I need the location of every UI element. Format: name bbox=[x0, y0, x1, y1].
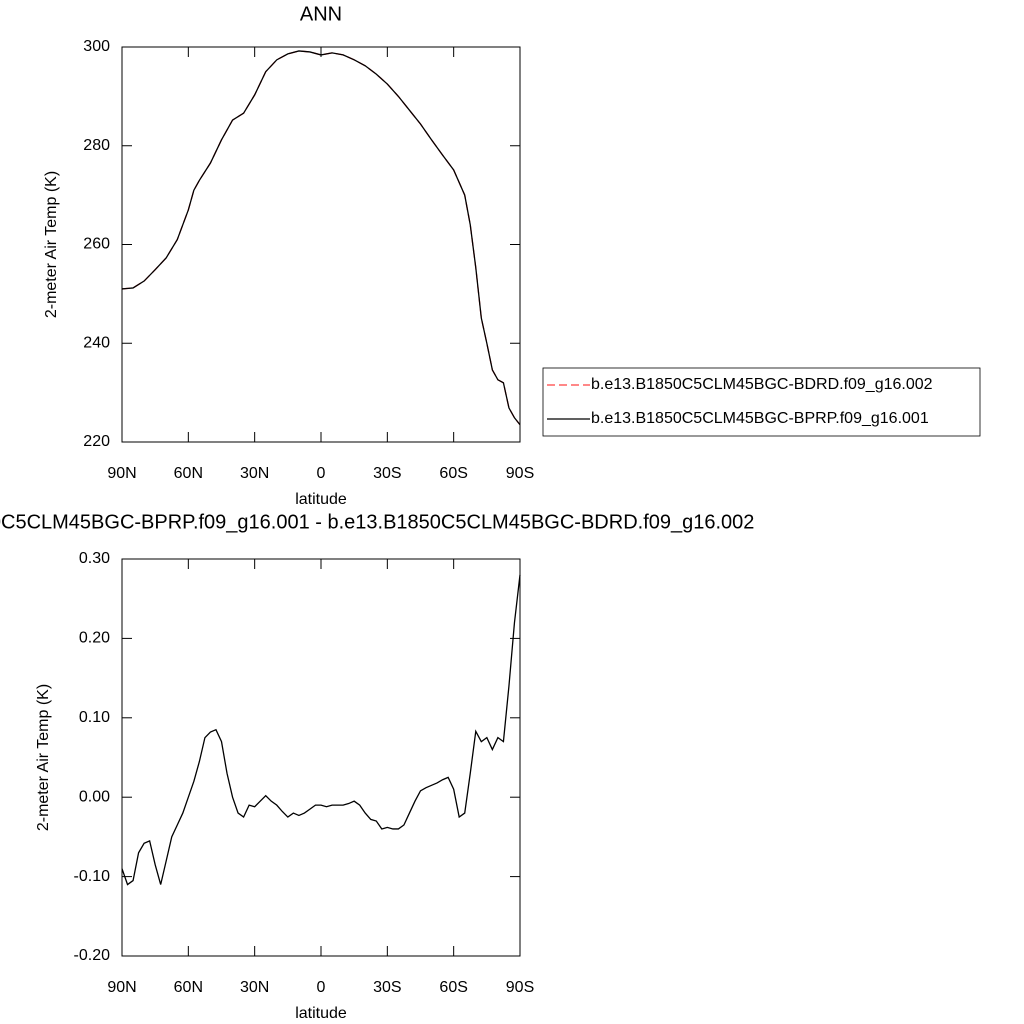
x-tick-label: 60N bbox=[174, 979, 203, 996]
y-axis-label: 2-meter Air Temp (K) bbox=[43, 171, 60, 318]
x-tick-label: 60S bbox=[439, 979, 467, 996]
x-tick-label: 60S bbox=[439, 465, 467, 482]
plot-frame bbox=[121, 558, 521, 957]
y-tick-label: 0.30 bbox=[79, 550, 110, 567]
x-tick-label: 90N bbox=[107, 465, 136, 482]
x-tick-label: 30N bbox=[240, 465, 269, 482]
x-tick-label: 30S bbox=[373, 465, 401, 482]
y-tick-label: 220 bbox=[83, 433, 110, 450]
chart-title: b.e13.B1850C5CLM45BGC-BPRP.f09_g16.001 -… bbox=[0, 511, 754, 533]
data-line bbox=[121, 50, 521, 426]
x-tick-label: 0 bbox=[317, 979, 326, 996]
y-tick-label: 240 bbox=[83, 334, 110, 351]
y-tick-label: 0.00 bbox=[79, 788, 110, 805]
y-tick-label: 0.20 bbox=[79, 630, 110, 647]
data-line bbox=[121, 574, 521, 886]
legend-box bbox=[542, 367, 981, 437]
y-tick-label: 0.10 bbox=[79, 709, 110, 726]
x-tick-label: 90S bbox=[506, 465, 534, 482]
y-tick-label: 280 bbox=[83, 137, 110, 154]
y-tick-label: 260 bbox=[83, 236, 110, 253]
x-tick-label: 90N bbox=[107, 979, 136, 996]
legend-label: b.e13.B1850C5CLM45BGC-BPRP.f09_g16.001 bbox=[591, 410, 929, 427]
x-tick-label: 0 bbox=[317, 465, 326, 482]
x-axis-label: latitude bbox=[295, 491, 347, 508]
data-line bbox=[121, 50, 521, 426]
x-tick-label: 30N bbox=[240, 979, 269, 996]
y-tick-label: -0.10 bbox=[74, 868, 111, 885]
x-tick-label: 30S bbox=[373, 979, 401, 996]
y-tick-label: -0.20 bbox=[74, 947, 111, 964]
y-axis-label: 2-meter Air Temp (K) bbox=[35, 684, 52, 831]
y-tick-label: 300 bbox=[83, 38, 110, 55]
x-tick-label: 90S bbox=[506, 979, 534, 996]
x-tick-label: 60N bbox=[174, 465, 203, 482]
plot-frame bbox=[121, 46, 521, 443]
chart-title: ANN bbox=[300, 3, 342, 25]
legend-label: b.e13.B1850C5CLM45BGC-BDRD.f09_g16.002 bbox=[591, 376, 933, 393]
x-axis-label: latitude bbox=[295, 1005, 347, 1022]
